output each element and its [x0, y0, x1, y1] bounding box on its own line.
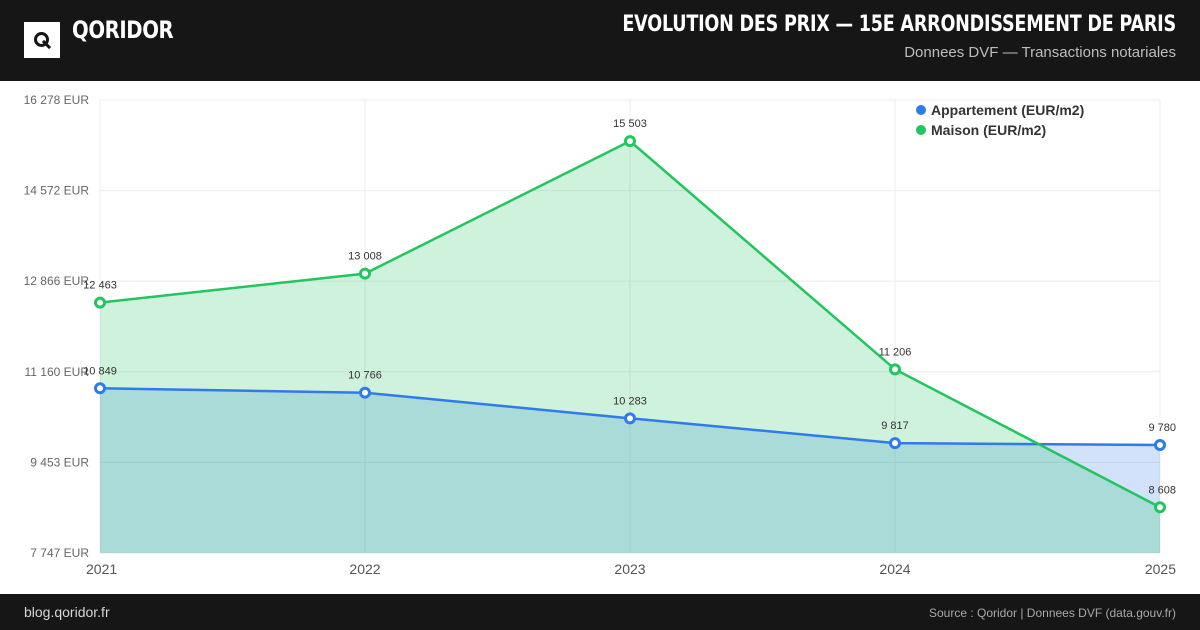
- data-label-maison: 11 206: [879, 346, 912, 358]
- data-point-appartement: [359, 386, 371, 399]
- data-label-maison: 8 608: [1148, 484, 1176, 496]
- y-tick-label: 7 747 EUR: [30, 546, 89, 560]
- legend-dot-appartement: [916, 105, 926, 115]
- chart-container: 7 747 EUR 9 453 EUR 11 160 EUR 12 866 EUR 14…: [0, 81, 1200, 594]
- footer-source: Source : Qoridor | Donnees DVF (data.gou…: [928, 606, 1176, 620]
- data-point-maison: [624, 135, 636, 148]
- x-tick-label: 2023: [614, 561, 645, 577]
- data-label-maison: 12 463: [83, 280, 117, 292]
- brand-name: QORIDOR: [72, 16, 174, 44]
- data-point-maison: [359, 267, 371, 280]
- y-tick-label: 9 453 EUR: [30, 455, 89, 469]
- data-label-appartement: 10 849: [83, 365, 117, 377]
- data-point-maison: [94, 296, 106, 309]
- x-tick-label: 2025: [1145, 561, 1176, 577]
- legend-dot-maison: [916, 125, 926, 135]
- footer-blog-link[interactable]: blog.qoridor.fr: [24, 604, 110, 620]
- data-label-appartement: 9 780: [1148, 422, 1176, 434]
- x-tick-label: 2022: [349, 561, 380, 577]
- page-subtitle: Donnees DVF — Transactions notariales: [904, 44, 1176, 61]
- header-bar: QORIDOR EVOLUTION DES PRIX — 15E ARRONDI…: [0, 0, 1200, 81]
- chart-legend: Appartement (EUR/m2) Maison (EUR/m2): [916, 100, 1084, 140]
- data-label-maison: 13 008: [348, 251, 382, 263]
- legend-label-maison: Maison (EUR/m2): [931, 122, 1047, 138]
- price-chart: 7 747 EUR 9 453 EUR 11 160 EUR 12 866 EUR 14…: [24, 93, 1177, 577]
- y-tick-label: 12 866 EUR: [24, 274, 90, 288]
- series-area-appartement: [100, 388, 1160, 553]
- data-point-maison: [1154, 501, 1166, 514]
- y-tick-label: 11 160 EUR: [25, 365, 90, 379]
- data-point-maison: [889, 363, 901, 376]
- legend-item-appartement[interactable]: Appartement (EUR/m2): [916, 100, 1084, 120]
- legend-item-maison[interactable]: Maison (EUR/m2): [916, 120, 1084, 140]
- page-title: EVOLUTION DES PRIX — 15E ARRONDISSEMENT …: [622, 12, 1176, 37]
- data-label-appartement: 10 766: [348, 370, 382, 382]
- series-area-maison: [100, 141, 1160, 553]
- y-tick-label: 16 278 EUR: [24, 93, 90, 107]
- data-point-appartement: [1154, 439, 1166, 452]
- data-label-appartement: 10 283: [613, 395, 647, 407]
- data-point-appartement: [94, 382, 106, 395]
- qoridor-logo[interactable]: [24, 22, 60, 58]
- y-tick-label: 14 572 EUR: [24, 184, 90, 198]
- footer-bar: blog.qoridor.fr Source : Qoridor | Donne…: [0, 594, 1200, 630]
- legend-label-appartement: Appartement (EUR/m2): [931, 102, 1085, 118]
- data-point-appartement: [889, 437, 901, 450]
- x-tick-label: 2021: [86, 561, 117, 577]
- data-label-appartement: 9 817: [881, 420, 909, 432]
- data-point-appartement: [624, 412, 636, 425]
- x-tick-label: 2024: [879, 561, 910, 577]
- logo-q-icon: [34, 32, 52, 50]
- data-label-maison: 15 503: [613, 118, 647, 130]
